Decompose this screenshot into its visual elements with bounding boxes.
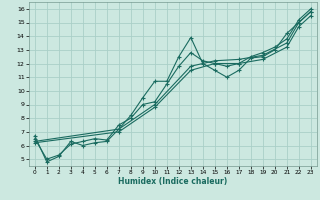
X-axis label: Humidex (Indice chaleur): Humidex (Indice chaleur) xyxy=(118,177,228,186)
